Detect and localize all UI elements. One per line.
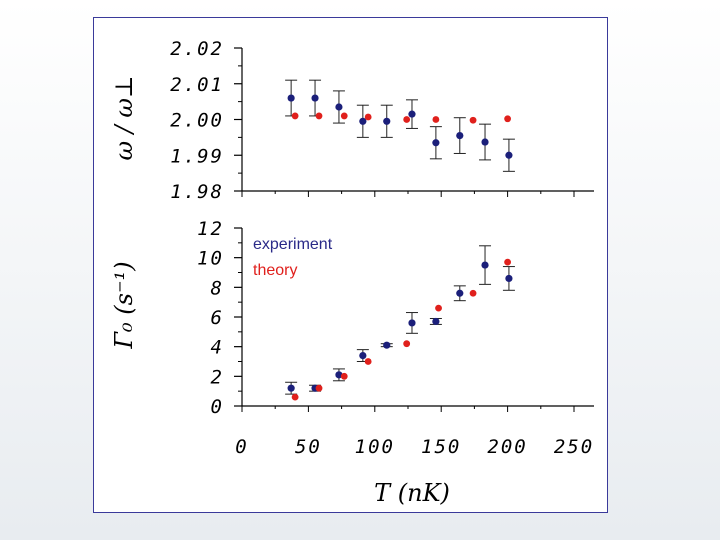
theory-point: [340, 112, 348, 120]
y-tick-label: 6: [211, 307, 224, 329]
top-axes: 2.02 2.01 2.00 1.99 1.98: [170, 38, 594, 203]
experiment-point: [432, 317, 440, 326]
figure-frame: 2.02 2.01 2.00 1.99 1.98 12 10 8 6 4 2 0 0 50 100 150 2…: [93, 17, 608, 513]
theory-point: [291, 393, 299, 401]
experiment-point: [481, 261, 489, 269]
theory-point: [403, 340, 411, 348]
theory-point: [469, 289, 477, 297]
experiment-point: [408, 319, 416, 327]
x-tick-label: 0: [235, 436, 248, 458]
top-ylabel: ω / ω⊥: [110, 75, 138, 160]
y-tick-label: 1.98: [170, 181, 224, 203]
x-tick-label: 50: [295, 436, 322, 458]
theory-point: [364, 358, 372, 365]
experiment-point: [359, 351, 367, 360]
theory-point: [504, 258, 511, 266]
theory-point: [432, 116, 440, 123]
bottom-ylabel: Γ₀ (s⁻¹): [110, 261, 138, 349]
theory-point: [435, 304, 442, 312]
experiment-point: [287, 94, 295, 102]
experiment-point: [456, 131, 464, 140]
y-tick-label: 10: [197, 248, 224, 270]
y-tick-label: 1.99: [170, 145, 224, 167]
y-tick-label: 0: [211, 396, 224, 418]
experiment-point: [311, 94, 319, 102]
experiment-point: [505, 151, 513, 159]
x-axis-title: T (nK): [374, 479, 450, 507]
y-tick-label: 2: [211, 366, 224, 388]
experiment-point: [359, 117, 367, 125]
theory-point: [403, 116, 411, 123]
experiment-point: [432, 139, 440, 147]
y-tick-label: 2.02: [170, 38, 224, 60]
x-tick-label: 150: [421, 436, 461, 458]
y-tick-label: 12: [197, 218, 224, 240]
legend-theory: theory: [253, 262, 297, 279]
experiment-point: [335, 103, 343, 111]
theory-point: [364, 113, 372, 121]
theory-point: [315, 384, 323, 392]
experiment-point: [287, 384, 295, 392]
experiment-point: [456, 289, 464, 297]
x-tick-label: 200: [487, 436, 527, 458]
x-tick-label: 250: [554, 436, 594, 458]
theory-point: [340, 372, 348, 380]
theory-point: [291, 112, 299, 120]
theory-point: [504, 115, 511, 123]
experiment-point: [505, 274, 513, 283]
y-tick-label: 2.00: [170, 110, 224, 132]
experiment-point: [335, 371, 343, 379]
y-tick-label: 4: [211, 337, 224, 359]
experiment-point: [383, 117, 391, 125]
legend-experiment: experiment: [253, 236, 333, 253]
experiment-point: [408, 110, 416, 118]
experiment-point: [481, 138, 489, 146]
x-tick-label: 100: [355, 436, 395, 458]
experiment-point: [383, 341, 391, 349]
theory-point: [315, 112, 323, 120]
y-tick-label: 2.01: [170, 74, 224, 96]
theory-point: [469, 116, 477, 124]
y-tick-label: 8: [211, 277, 224, 299]
